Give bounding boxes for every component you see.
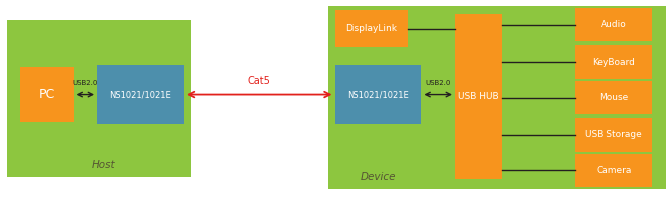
Text: NS1021/1021E: NS1021/1021E (110, 90, 171, 99)
Text: NS1021/1021E: NS1021/1021E (347, 90, 409, 99)
FancyBboxPatch shape (20, 67, 74, 122)
FancyBboxPatch shape (328, 6, 666, 189)
Text: KeyBoard: KeyBoard (592, 58, 636, 67)
Text: Host: Host (92, 161, 116, 170)
FancyBboxPatch shape (575, 45, 652, 79)
FancyBboxPatch shape (575, 118, 652, 152)
FancyBboxPatch shape (97, 65, 184, 124)
FancyBboxPatch shape (575, 8, 652, 41)
Text: DisplayLink: DisplayLink (345, 24, 397, 33)
FancyBboxPatch shape (334, 10, 408, 47)
FancyBboxPatch shape (575, 81, 652, 114)
FancyBboxPatch shape (455, 14, 502, 179)
Text: USB HUB: USB HUB (458, 92, 498, 101)
Text: Mouse: Mouse (599, 93, 628, 102)
Text: PC: PC (39, 88, 55, 101)
Text: USB2.0: USB2.0 (425, 80, 451, 86)
FancyBboxPatch shape (7, 20, 191, 177)
Text: Cat5: Cat5 (248, 76, 271, 86)
Text: Camera: Camera (596, 166, 632, 175)
Text: Audio: Audio (601, 20, 627, 29)
FancyBboxPatch shape (334, 65, 421, 124)
Text: USB Storage: USB Storage (585, 130, 642, 139)
Text: Device: Device (360, 172, 396, 182)
FancyBboxPatch shape (575, 154, 652, 187)
Text: USB2.0: USB2.0 (73, 80, 98, 86)
